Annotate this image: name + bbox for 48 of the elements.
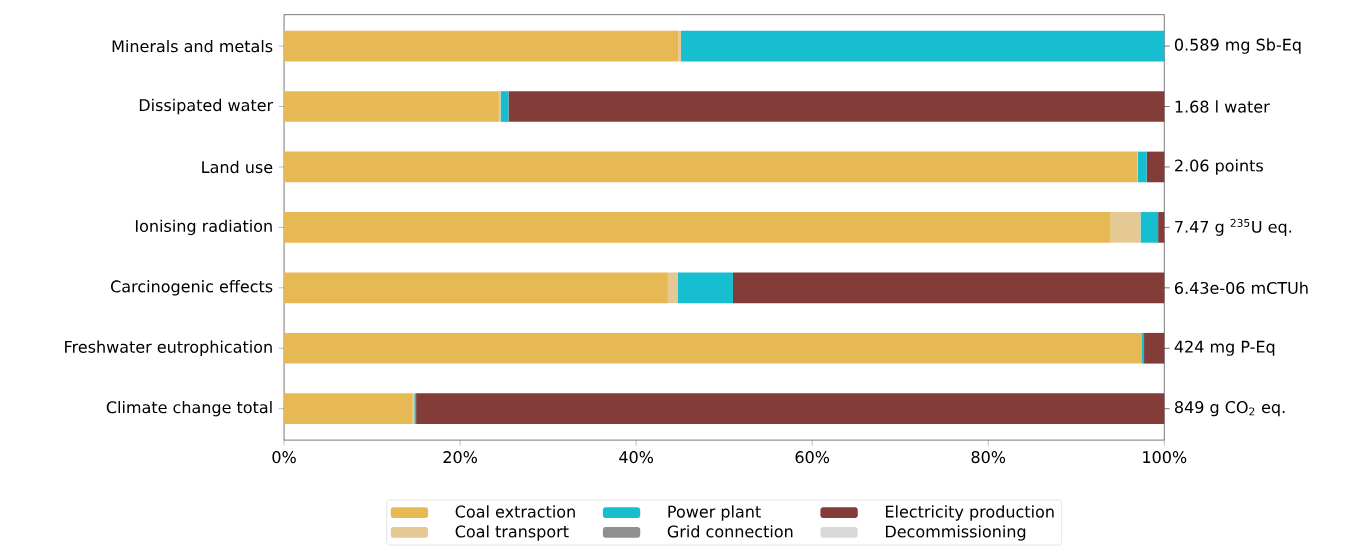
y-tick-label: Climate change total bbox=[106, 401, 272, 417]
bar bbox=[284, 91, 499, 122]
text: 0.589 mg Sb-Eq bbox=[1174, 38, 1301, 54]
legend-label: Decommissioning bbox=[886, 525, 1026, 541]
bar bbox=[284, 30, 679, 62]
bar bbox=[1158, 212, 1165, 243]
bar bbox=[1146, 151, 1165, 183]
bar bbox=[732, 272, 1165, 304]
bar bbox=[508, 91, 1165, 122]
legend-label: Electricity production bbox=[886, 505, 1054, 521]
bar bbox=[416, 393, 1165, 425]
bar bbox=[284, 151, 1137, 183]
bar bbox=[1141, 333, 1145, 364]
bar bbox=[500, 91, 509, 122]
bar bbox=[667, 272, 678, 304]
bar bbox=[1137, 151, 1147, 183]
y-tick-label: Minerals and metals bbox=[112, 40, 273, 53]
text: 2.06 points bbox=[1175, 159, 1263, 175]
legend-label: Grid connection bbox=[667, 525, 793, 538]
legend-label: Coal extraction bbox=[455, 505, 575, 518]
bar bbox=[677, 272, 733, 304]
y-tick-label: Land use bbox=[202, 160, 273, 174]
text: 424 mg P-Eq bbox=[1174, 340, 1275, 356]
bar bbox=[284, 393, 413, 425]
bar bbox=[284, 212, 1111, 243]
x-tick-label: 60% bbox=[795, 451, 830, 464]
y-tick-label: Dissipated water bbox=[139, 98, 274, 115]
y-tick-label: Freshwater eutrophication bbox=[65, 340, 272, 357]
bar bbox=[678, 30, 682, 62]
y-tick-label: Ionising radiation bbox=[135, 219, 272, 236]
legend-label: Coal transport bbox=[455, 525, 569, 541]
bar bbox=[1110, 212, 1141, 243]
x-tick-label: 20% bbox=[443, 451, 478, 464]
text: 1.68 l water bbox=[1175, 100, 1270, 113]
text: 849 g CO$_{2}$ eq. bbox=[1174, 401, 1285, 417]
text: 7.47 g $^{235}$U eq. bbox=[1175, 218, 1292, 236]
legend-label: Power plant bbox=[668, 505, 761, 521]
bar bbox=[284, 333, 1142, 364]
y-tick-label: Carcinogenic effects bbox=[111, 280, 273, 296]
bar bbox=[284, 272, 668, 304]
text: 6.43e-06 mCTUh bbox=[1175, 281, 1308, 295]
x-tick-label: 40% bbox=[619, 451, 654, 464]
bar bbox=[1140, 212, 1159, 243]
x-tick-label: 100% bbox=[1143, 451, 1187, 464]
bar bbox=[681, 30, 1165, 62]
x-tick-label: 0% bbox=[272, 451, 296, 464]
x-tick-label: 80% bbox=[971, 451, 1006, 464]
bar bbox=[1144, 333, 1165, 364]
